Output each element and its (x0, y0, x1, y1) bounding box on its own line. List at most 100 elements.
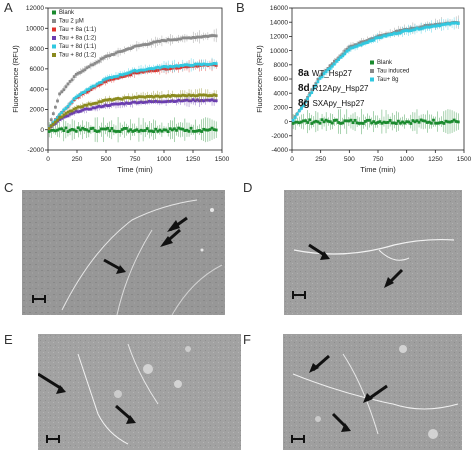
data-point (423, 119, 427, 123)
data-point (74, 72, 78, 76)
data-point (106, 98, 110, 102)
x-tick-label: 500 (344, 156, 355, 163)
data-point (388, 119, 392, 122)
data-point (214, 128, 218, 132)
data-point (450, 21, 454, 25)
data-point (318, 74, 322, 78)
data-point (143, 129, 147, 132)
y-tick-label: 6000 (274, 76, 289, 83)
data-point (198, 129, 201, 132)
data-point (320, 75, 324, 79)
y-tick-label: 4000 (274, 90, 289, 97)
data-point (376, 121, 380, 124)
data-point (399, 121, 402, 125)
data-point (104, 55, 107, 58)
data-point (304, 119, 307, 123)
data-point (85, 66, 89, 70)
data-point (185, 128, 189, 132)
data-point (210, 94, 214, 98)
data-point (419, 27, 423, 31)
data-point (214, 62, 218, 66)
data-point (89, 103, 93, 106)
data-point (333, 59, 336, 63)
data-point (173, 65, 176, 68)
data-point (143, 95, 147, 99)
series-blank (291, 108, 460, 135)
data-point (189, 94, 193, 98)
data-point (116, 102, 120, 106)
data-point (108, 104, 112, 107)
data-point (141, 43, 145, 47)
panel-label-c: C (4, 180, 14, 195)
data-point (143, 68, 147, 72)
data-point (297, 109, 301, 113)
data-point (133, 100, 137, 104)
data-point (87, 107, 91, 111)
data-point (430, 25, 433, 29)
data-point (191, 63, 195, 67)
data-point (196, 94, 199, 98)
data-point (64, 126, 68, 130)
data-point (99, 57, 103, 61)
data-point (76, 94, 80, 98)
data-point (202, 99, 206, 103)
data-point (177, 98, 181, 102)
data-point (154, 94, 158, 98)
legend-marker (52, 10, 56, 15)
data-point (102, 104, 105, 108)
data-point (85, 107, 89, 111)
data-point (310, 122, 314, 125)
data-point (295, 120, 299, 124)
data-point (147, 67, 151, 71)
data-point (200, 35, 203, 39)
legend-label: Tau+ 8g (377, 77, 399, 83)
data-point (97, 129, 101, 133)
data-point (442, 23, 446, 26)
data-point (306, 121, 309, 124)
data-point (175, 128, 178, 132)
data-point (79, 105, 82, 109)
data-point (361, 42, 365, 46)
y-tick-label: 12000 (270, 34, 288, 41)
data-point (411, 28, 415, 32)
legend: Blank Tau 2 µM Tau + 8a (1:1) Tau + 8a (1:2… (52, 10, 96, 59)
data-point (304, 100, 307, 104)
data-point (448, 22, 452, 26)
data-point (129, 96, 132, 100)
x-tick-label: 1500 (457, 156, 472, 163)
data-point (204, 62, 208, 66)
data-point (397, 119, 400, 123)
data-point (129, 128, 132, 132)
data-point (85, 88, 89, 92)
y-tick-label: -2000 (27, 147, 44, 154)
data-point (302, 104, 305, 108)
y-axis-label: Fluorescence (RFU) (255, 45, 264, 113)
data-point (125, 101, 128, 105)
data-point (154, 66, 158, 70)
data-point (187, 129, 191, 133)
data-point (68, 102, 72, 106)
annotation-8d: 8d R12Apy_Hsp27 (298, 83, 369, 94)
data-point (114, 75, 118, 78)
data-point (64, 106, 68, 110)
series-tau8g (291, 17, 460, 122)
data-point (214, 99, 218, 103)
data-point (97, 100, 101, 104)
data-point (139, 68, 143, 72)
data-point (440, 23, 444, 27)
data-point (366, 118, 369, 122)
data-point (300, 120, 303, 124)
data-point (425, 25, 429, 29)
data-point (452, 118, 456, 122)
data-point (339, 122, 343, 125)
data-point (440, 120, 444, 124)
data-point (145, 43, 149, 46)
data-point (72, 97, 76, 100)
data-point (56, 99, 59, 103)
data-point (343, 49, 347, 53)
data-point (427, 120, 431, 124)
data-point (102, 99, 105, 102)
data-point (150, 41, 153, 45)
data-point (104, 77, 107, 81)
micrograph-e (38, 334, 241, 450)
